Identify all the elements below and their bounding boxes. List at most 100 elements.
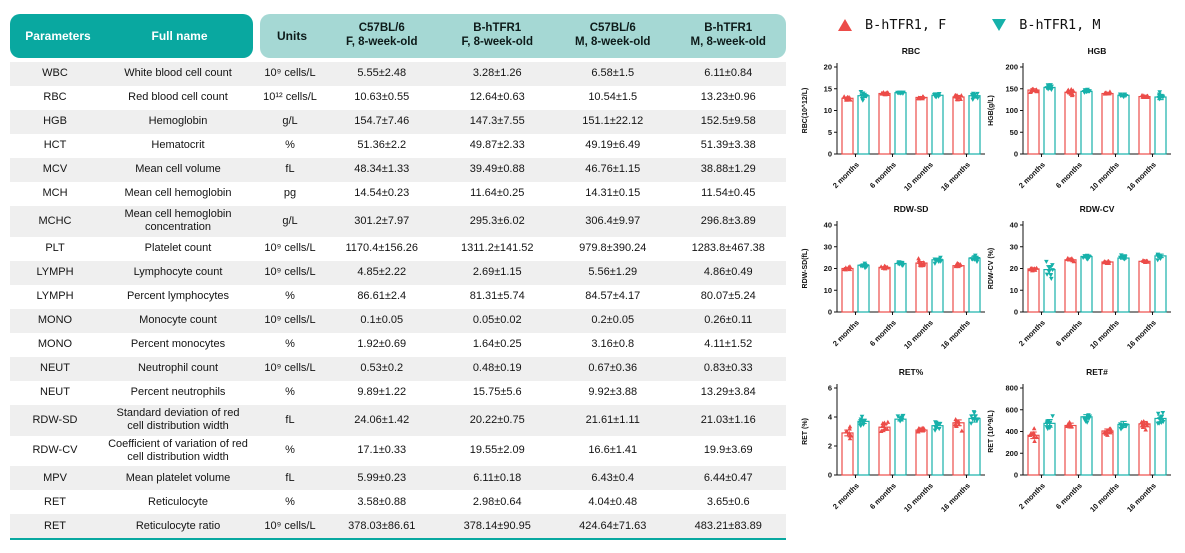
scatter-point [933,420,938,425]
scatter-point [916,256,921,261]
value-cell: 296.8±3.89 [700,214,756,227]
legend-item-female: B-hTFR1, F [838,17,946,33]
parameter-cell: MCHC [38,214,72,227]
scatter-point [843,265,849,270]
table-row: LYMPH Percent lymphocytes% 86.61±2.4 81.31±… [10,285,786,309]
svg-text:6 months: 6 months [868,318,898,348]
svg-text:6 months: 6 months [1054,481,1084,511]
scatter-point [1044,86,1050,91]
hematology-table: Parameters Full name Units C57BL/6 F, 8-… [10,14,786,541]
scatter-point [1065,88,1070,94]
scatter-point [917,427,923,432]
scatter-point [884,426,890,431]
scatter-point [1118,92,1123,97]
svg-text:RET%: RET% [899,367,924,377]
svg-text:0: 0 [1014,471,1018,480]
scatter-point [879,91,885,96]
value-cell: 2.98±0.64 [472,495,522,508]
scatter-point [1082,88,1088,93]
svg-text:2: 2 [828,442,832,451]
scatter-point [1141,94,1146,100]
table-row: LYMPH Lymphocyte count 10⁹ cells/L 4.85±2.2… [10,260,786,285]
scatter-point [1070,89,1075,94]
scatter-point [880,265,886,270]
units-cell: % [285,386,295,399]
svg-text:RET#: RET# [1086,367,1108,377]
units-cell: 10¹² cells/L [263,91,317,104]
parameter-cell: WBC [42,67,68,80]
scatter-point [958,96,963,102]
table-row: MCH Mean cell hemoglobin pg 14.54±0.23 11.64… [10,182,786,206]
parameter-cell: RBC [43,91,67,104]
scatter-point [844,429,849,434]
table-row: PLT Platelet count 10⁹ cells/L 1170.4±156.2… [10,237,786,261]
full-name-cell: Reticulocyte ratio [135,519,221,532]
scatter-point [1144,421,1149,426]
table-row: HGB Hemoglobin g/L 154.7±7.46 147.3±7.55 151.… [10,110,786,134]
scatter-point [847,426,852,431]
scatter-point [1044,421,1050,426]
svg-text:30: 30 [1010,242,1018,251]
svg-text:5: 5 [828,128,832,137]
scatter-point [1142,258,1148,264]
full-name-cell: Mean cell hemoglobin [124,187,232,200]
units-cell: % [285,139,295,152]
parameter-cell: NEUT [40,362,70,375]
value-cell: 39.49±0.88 [469,163,525,176]
value-cell: 979.8±390.24 [579,242,647,255]
scatter-point [1118,253,1124,258]
full-name-cell: Hematocrit [151,139,205,152]
value-cell: 49.19±6.49 [585,139,641,152]
scatter-point [1034,89,1040,94]
parameter-cell: HGB [43,115,67,128]
value-cell: 3.58±0.88 [357,495,407,508]
svg-text:6 months: 6 months [868,160,898,190]
scatter-point [1034,434,1039,440]
scatter-point [859,414,865,419]
svg-text:40: 40 [1010,221,1018,230]
scatter-point [1157,90,1163,95]
scatter-point [1069,423,1074,428]
table-bottom-rule [10,538,786,541]
scatter-point [1028,88,1034,94]
column-header-c57bl6-m: C57BL/6 M, 8-week-old [575,22,651,48]
parameter-cell: RET [44,519,66,532]
parameter-cell: MCH [42,187,68,200]
scatter-point [1032,267,1038,272]
scatter-point [1047,426,1053,431]
scatter-point [1145,94,1150,100]
scatter-point [932,428,938,433]
scatter-point [1067,419,1072,424]
scatter-point [1069,256,1075,261]
scatter-point [1031,434,1037,439]
scatter-point [1050,414,1055,419]
value-cell: 4.85±2.22 [357,266,407,279]
value-cell: 81.31±5.74 [469,290,525,303]
value-cell: 5.56±1.29 [588,266,638,279]
column-header-c57bl6-f: C57BL/6 F, 8-week-old [345,22,418,48]
scatter-point [844,97,849,102]
scatter-point [1160,410,1166,416]
svg-text:10: 10 [824,106,832,115]
scatter-point [1080,255,1086,260]
svg-text:20: 20 [1010,264,1018,273]
scatter-point [1118,426,1124,431]
scatter-point [975,96,980,101]
svg-text:RBC(10^12/L): RBC(10^12/L) [801,88,809,134]
value-cell: 10.63±0.55 [354,91,410,104]
scatter-point [861,263,867,268]
value-cell: 6.11±0.84 [704,67,753,80]
scatter-point [847,264,853,269]
value-cell: 1.64±0.25 [472,338,522,351]
table-row: NEUT Percent neutrophils% 9.89±1.22 15.75±5… [10,381,786,405]
scatter-point [1084,420,1090,425]
table-row: MONO Percent monocytes% 1.92±0.69 1.64±0.25… [10,333,786,357]
full-name-cell: Standard deviation of red cell distribut… [116,406,240,433]
svg-text:RDW-SD: RDW-SD [894,204,929,214]
full-name-cell: Percent lymphocytes [126,290,230,303]
value-cell: 6.43±0.4 [591,471,635,484]
svg-text:150: 150 [1005,84,1018,93]
value-cell: 0.67±0.36 [588,362,638,375]
scatter-point [1082,416,1087,421]
parameter-cell: NEUT [40,386,70,399]
